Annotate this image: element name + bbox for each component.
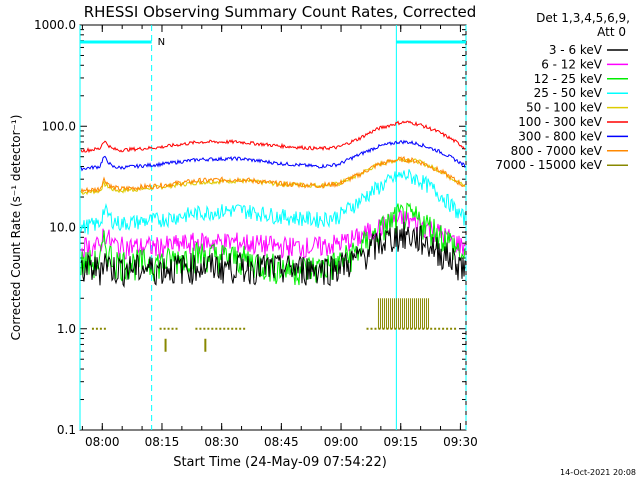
series-point-7000-15000 xyxy=(430,327,433,330)
y-tick-label: 10.0 xyxy=(49,221,76,235)
series-point-7000-15000 xyxy=(235,327,238,330)
series-point-7000-15000 xyxy=(434,327,437,330)
legend-item-label: 100 - 300 keV xyxy=(518,115,602,129)
legend-item-label: 300 - 800 keV xyxy=(518,129,602,143)
series-point-7000-15000 xyxy=(171,327,174,330)
x-tick-label: 08:15 xyxy=(145,435,180,449)
series-line-5 xyxy=(80,120,466,154)
series-point-7000-15000 xyxy=(410,327,413,330)
series-point-7000-15000 xyxy=(231,327,234,330)
series-point-7000-15000 xyxy=(406,327,409,330)
series-line-7 xyxy=(80,156,466,194)
y-tick-label: 100.0 xyxy=(42,119,76,133)
series-point-7000-15000 xyxy=(199,327,202,330)
y-tick-label: 0.1 xyxy=(57,423,76,437)
series-point-7000-15000 xyxy=(374,327,377,330)
series-point-7000-15000 xyxy=(103,327,106,330)
x-tick-label: 08:45 xyxy=(264,435,299,449)
series-point-7000-15000 xyxy=(394,327,397,330)
x-tick-label: 08:30 xyxy=(204,435,239,449)
legend-item-label: 6 - 12 keV xyxy=(541,57,603,71)
series-point-7000-15000 xyxy=(454,327,457,330)
series-point-7000-15000 xyxy=(239,327,242,330)
series-point-7000-15000 xyxy=(91,327,94,330)
series-point-7000-15000 xyxy=(370,327,373,330)
y-tick-label: 1000.0 xyxy=(34,18,76,32)
legend-item-label: 12 - 25 keV xyxy=(534,72,603,86)
series-point-7000-15000 xyxy=(227,327,230,330)
series-point-7000-15000 xyxy=(422,327,425,330)
series-line-2 xyxy=(80,202,466,286)
series-point-7000-15000 xyxy=(446,327,449,330)
x-tick-label: 09:30 xyxy=(443,435,478,449)
series-point-7000-15000 xyxy=(426,327,429,330)
series-point-7000-15000 xyxy=(398,327,401,330)
series-line-0 xyxy=(80,221,466,288)
series-line-6 xyxy=(80,139,466,172)
series-point-7000-15000 xyxy=(382,327,385,330)
series-point-7000-15000 xyxy=(159,327,162,330)
x-tick-label: 08:00 xyxy=(85,435,120,449)
legend-item-label: 800 - 7000 keV xyxy=(511,144,603,158)
legend-item-label: 3 - 6 keV xyxy=(549,43,603,57)
series-point-7000-15000 xyxy=(378,327,381,330)
y-tick-label: 1.0 xyxy=(57,322,76,336)
night-label: N xyxy=(158,37,165,48)
series-point-7000-15000 xyxy=(175,327,178,330)
series-point-7000-15000 xyxy=(414,327,417,330)
series-line-3 xyxy=(80,169,466,235)
y-axis-label: Corrected Count Rate (s⁻¹ detector⁻¹) xyxy=(9,115,23,341)
series-point-7000-15000 xyxy=(195,327,198,330)
footer-date: 14-Oct-2021 20:08 xyxy=(560,468,636,477)
series-point-7000-15000 xyxy=(95,327,98,330)
legend-header: Det 1,3,4,5,6,9, xyxy=(536,11,630,25)
series-point-7000-15000 xyxy=(366,327,369,330)
x-axis-label: Start Time (24-May-09 07:54:22) xyxy=(173,455,387,470)
legend-item-label: 7000 - 15000 keV xyxy=(495,158,602,172)
series-point-7000-15000 xyxy=(386,327,389,330)
series-point-7000-15000 xyxy=(99,327,102,330)
series-point-7000-15000 xyxy=(167,327,170,330)
series-point-7000-15000 xyxy=(243,327,246,330)
series-point-7000-15000 xyxy=(203,327,206,330)
series-point-7000-15000 xyxy=(211,327,214,330)
legend-item-label: 50 - 100 keV xyxy=(526,101,603,115)
series-point-7000-15000 xyxy=(223,327,226,330)
series-point-7000-15000 xyxy=(163,327,166,330)
series-point-7000-15000 xyxy=(442,327,445,330)
x-tick-label: 09:00 xyxy=(324,435,359,449)
series-point-7000-15000 xyxy=(450,327,453,330)
series-point-7000-15000 xyxy=(402,327,405,330)
legend-header: Att 0 xyxy=(597,25,626,39)
series-point-7000-15000 xyxy=(219,327,222,330)
series-point-7000-15000 xyxy=(438,327,441,330)
series-point-7000-15000 xyxy=(418,327,421,330)
series-point-7000-15000 xyxy=(215,327,218,330)
chart-title: RHESSI Observing Summary Count Rates, Co… xyxy=(84,3,477,21)
series-point-7000-15000 xyxy=(207,327,210,330)
x-tick-label: 09:15 xyxy=(383,435,418,449)
legend-item-label: 25 - 50 keV xyxy=(534,86,603,100)
series-point-7000-15000 xyxy=(390,327,393,330)
series-line-1 xyxy=(80,209,466,261)
